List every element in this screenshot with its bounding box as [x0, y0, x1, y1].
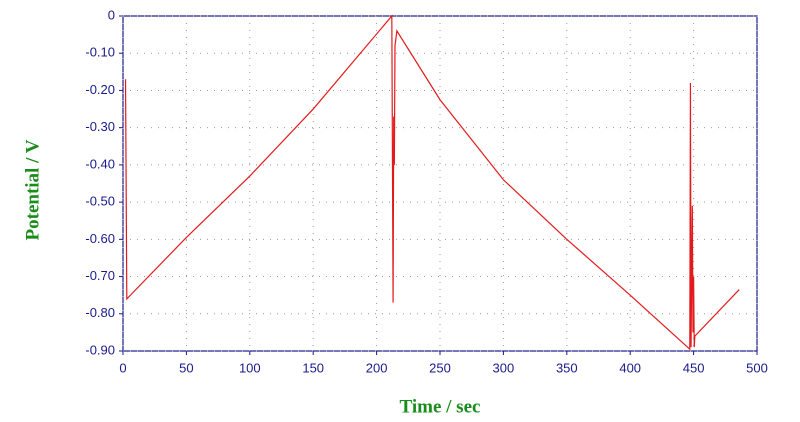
y-tick-label: -0.80: [85, 305, 115, 320]
y-tick-label: -0.70: [85, 268, 115, 283]
data-line: [124, 14, 740, 351]
x-tick-label: 0: [119, 360, 126, 375]
y-tick-label: -0.20: [85, 82, 115, 97]
y-tick-label: -0.50: [85, 194, 115, 209]
x-tick-label: 150: [302, 360, 324, 375]
x-tick-label: 300: [493, 360, 515, 375]
plot-frame: [122, 15, 758, 352]
y-tick-label: 0: [108, 7, 115, 22]
y-tick-label: -0.10: [85, 45, 115, 60]
x-tick-label: 200: [366, 360, 388, 375]
y-tick-label: -0.90: [85, 342, 115, 357]
x-tick-label: 100: [239, 360, 261, 375]
y-tick-label: -0.30: [85, 119, 115, 134]
x-tick-label: 400: [619, 360, 641, 375]
y-axis-title: Potential / V: [22, 139, 43, 240]
x-tick-label: 450: [683, 360, 705, 375]
x-tick-label: 50: [179, 360, 193, 375]
x-tick-label: 500: [746, 360, 768, 375]
y-tick-label: -0.40: [85, 156, 115, 171]
x-tick-label: 350: [556, 360, 578, 375]
x-tick-label: 250: [429, 360, 451, 375]
x-axis-title: Time / sec: [400, 396, 481, 417]
y-tick-label: -0.60: [85, 231, 115, 246]
